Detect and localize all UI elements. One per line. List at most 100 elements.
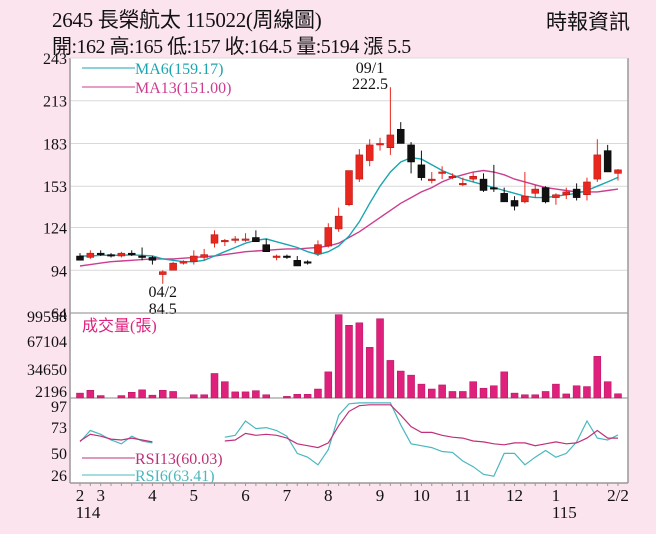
- price-tick-label: 243: [43, 51, 67, 68]
- volume-bar: [169, 391, 177, 399]
- volume-bar: [521, 394, 529, 399]
- candle-body: [314, 244, 322, 254]
- candle-body: [96, 252, 105, 255]
- rsi6-legend: RSI6(63.41): [135, 468, 215, 485]
- candle-body: [603, 150, 612, 173]
- x-tick-label: 10: [413, 486, 430, 505]
- candle-body: [190, 255, 198, 262]
- volume-bar: [541, 391, 550, 399]
- candle-body: [521, 195, 529, 203]
- candle-body: [324, 227, 333, 247]
- volume-tick-label: 99558: [27, 309, 67, 326]
- candle-body: [479, 178, 488, 191]
- volume-bar: [365, 347, 374, 399]
- candle-body: [293, 260, 302, 267]
- volume-tick-label: 67104: [27, 334, 67, 351]
- volume-bar: [210, 373, 219, 399]
- candle-body: [159, 271, 167, 275]
- volume-bar: [479, 387, 488, 399]
- rsi13-legend: RSI13(60.03): [135, 451, 223, 468]
- candle-body: [303, 261, 312, 264]
- candle-body: [428, 178, 436, 181]
- x-tick-label: 3: [96, 486, 105, 505]
- candle-body: [562, 191, 571, 196]
- rsi-tick-label: 26: [51, 468, 67, 485]
- price-tick-label: 124: [43, 221, 67, 238]
- volume-bar: [148, 394, 157, 399]
- volume-bar: [86, 389, 95, 399]
- x-tick-label: 7: [283, 486, 292, 505]
- volume-bar: [314, 388, 322, 399]
- candle-body: [438, 171, 446, 174]
- candle-body: [531, 188, 539, 194]
- volume-bar: [428, 388, 436, 399]
- candle-body: [252, 237, 260, 243]
- candle-body: [76, 255, 84, 261]
- candle-body: [179, 261, 188, 264]
- x-tick-label: 6: [241, 486, 250, 505]
- volume-bar: [283, 396, 291, 399]
- volume-bar: [386, 360, 395, 399]
- volume-tick-label: 2196: [35, 384, 67, 401]
- volume-bar: [500, 371, 508, 399]
- candle-body: [107, 254, 115, 257]
- volume-bar: [355, 322, 364, 399]
- volume-bar: [324, 371, 333, 399]
- candle-body: [500, 193, 508, 203]
- volume-bar: [572, 385, 581, 399]
- candle-body: [241, 238, 250, 241]
- volume-bar: [241, 391, 250, 399]
- high-date-annotation: 09/1: [356, 60, 384, 77]
- volume-bar: [221, 381, 229, 399]
- candle-body: [448, 175, 457, 178]
- candle-body: [469, 175, 477, 180]
- candle-body: [510, 200, 519, 207]
- volume-bar: [159, 389, 167, 399]
- volume-bar: [231, 391, 239, 399]
- candle-body: [200, 254, 208, 258]
- volume-bar: [293, 394, 302, 399]
- volume-bar: [614, 393, 622, 399]
- candle-body: [417, 164, 426, 178]
- volume-bar: [407, 374, 415, 399]
- rsi-tick-label: 73: [51, 420, 67, 437]
- volume-bar: [448, 391, 457, 399]
- candle-body: [396, 128, 405, 144]
- rsi-tick-label: 97: [51, 399, 67, 416]
- candle-body: [221, 240, 229, 243]
- candle-body: [541, 187, 550, 203]
- ma13-line: [79, 169, 619, 267]
- candle-body: [345, 170, 353, 205]
- volume-legend: 成交量(張): [82, 317, 157, 335]
- volume-bar: [252, 390, 260, 399]
- volume-bar: [583, 386, 591, 399]
- volume-bar: [76, 392, 84, 399]
- volume-bar: [345, 325, 353, 399]
- x-tick-label: 11: [455, 486, 471, 505]
- volume-bar: [562, 393, 571, 399]
- candle-body: [231, 238, 239, 241]
- candle-body: [407, 144, 415, 163]
- x-tick-label: 5: [190, 486, 199, 505]
- volume-bar: [396, 370, 405, 399]
- volume-bar: [603, 381, 612, 399]
- volume-bar: [200, 394, 208, 399]
- candle-body: [334, 215, 343, 230]
- candle-body: [283, 255, 291, 258]
- candle-body: [169, 262, 177, 271]
- brand-label: 時報資訊: [546, 10, 630, 34]
- volume-bar: [262, 394, 270, 399]
- candle-body: [210, 234, 219, 244]
- candle-body: [583, 181, 591, 196]
- candle-body: [272, 255, 281, 258]
- ohlc-summary: 開:162 高:165 低:157 收:164.5 量:5194 漲 5.5: [52, 36, 411, 58]
- volume-bar: [531, 394, 539, 399]
- candle-body: [127, 252, 136, 255]
- low-date-annotation: 04/2: [149, 284, 177, 301]
- volume-bar: [469, 381, 477, 399]
- year-label: 115: [552, 503, 577, 522]
- x-tick-label: 12: [506, 486, 523, 505]
- x-tick-label: 8: [324, 486, 333, 505]
- x-tick-label: 9: [376, 486, 385, 505]
